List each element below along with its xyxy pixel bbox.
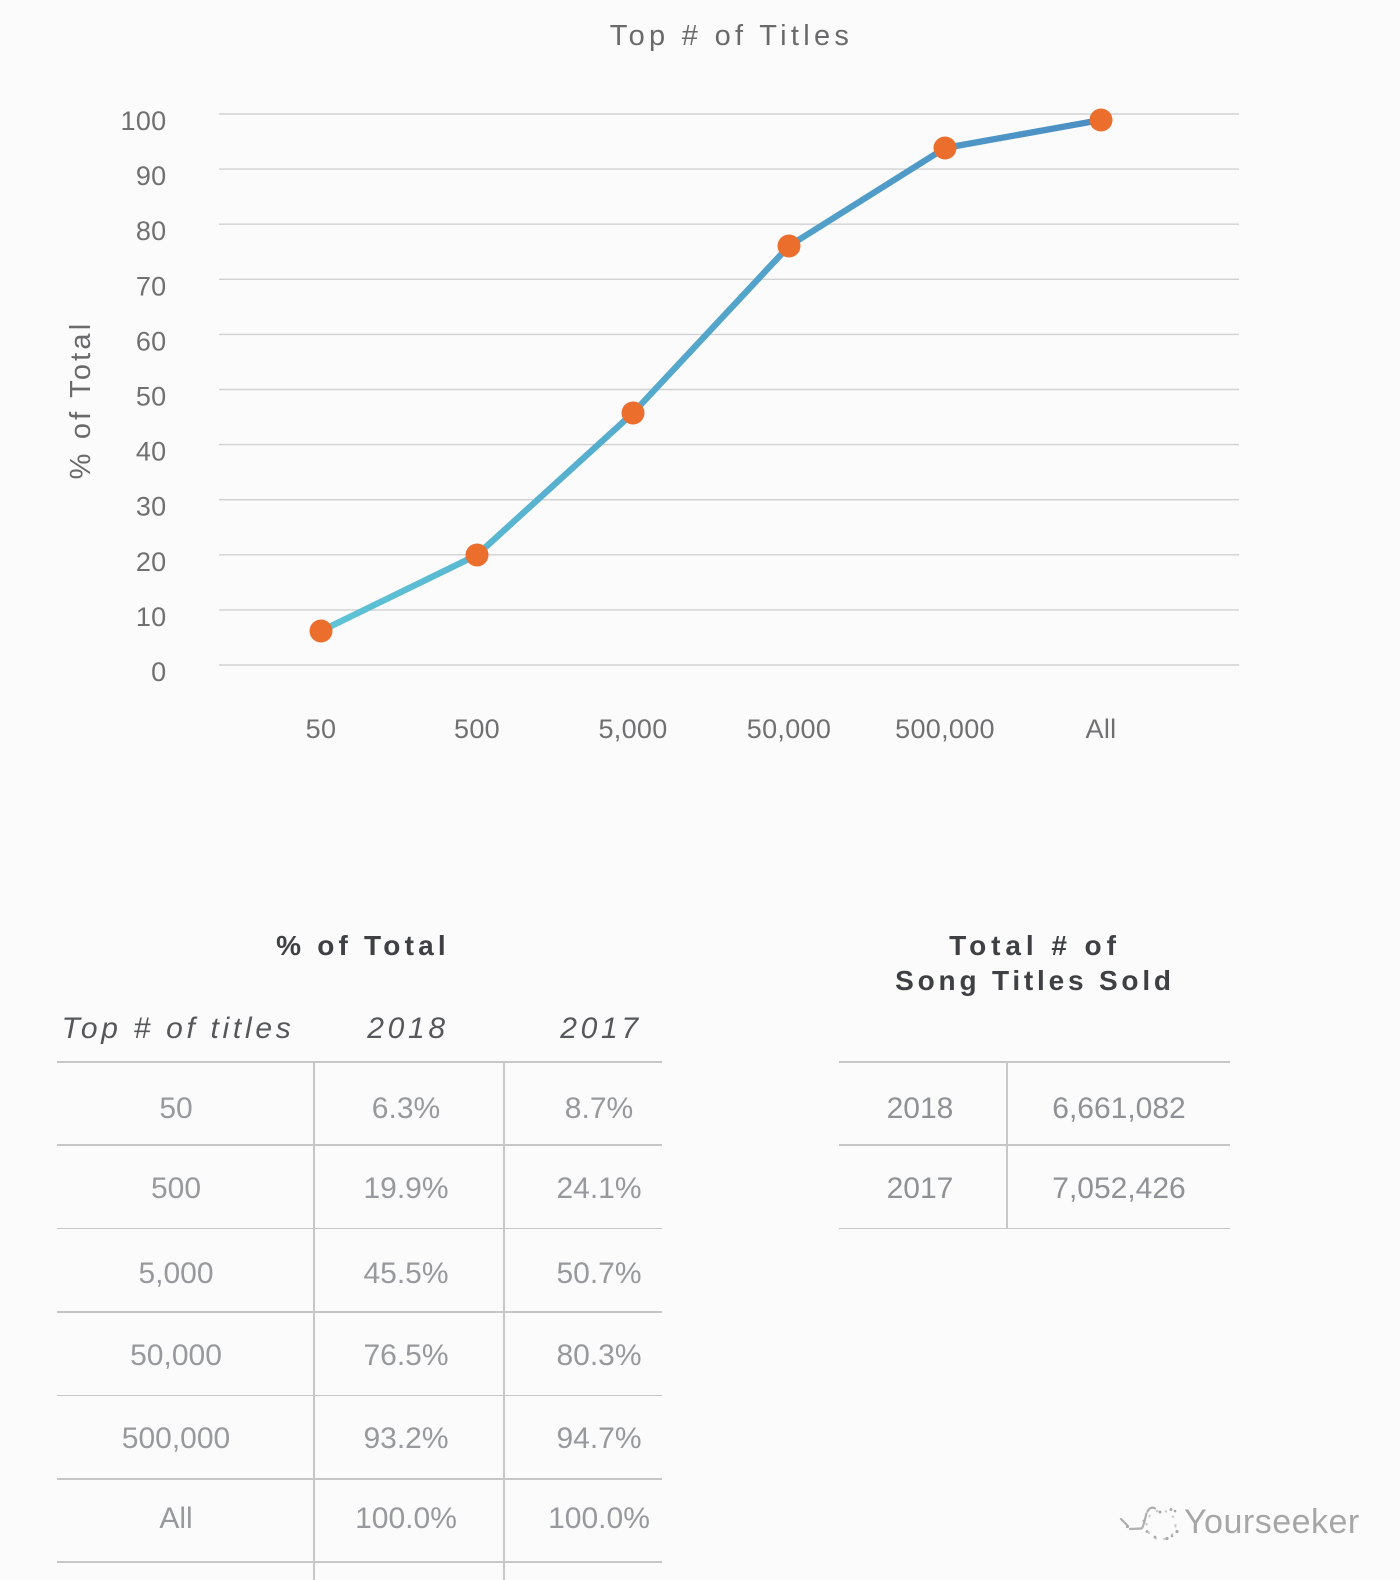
svg-text:All: All (1086, 714, 1117, 744)
svg-text:30: 30 (136, 492, 167, 522)
svg-text:20: 20 (136, 547, 167, 577)
svg-text:Top # of Titles: Top # of Titles (610, 20, 853, 52)
svg-text:40: 40 (136, 437, 167, 467)
svg-text:50: 50 (306, 714, 337, 744)
svg-text:5,000: 5,000 (598, 714, 667, 744)
svg-text:90: 90 (136, 161, 167, 191)
svg-text:60: 60 (136, 326, 167, 356)
svg-text:50: 50 (136, 382, 167, 412)
svg-text:0: 0 (151, 657, 166, 687)
svg-text:70: 70 (136, 271, 167, 301)
svg-text:80: 80 (136, 216, 167, 246)
svg-text:% of Total: % of Total (65, 321, 97, 480)
svg-text:500,000: 500,000 (895, 714, 995, 744)
svg-text:10: 10 (136, 602, 167, 632)
svg-text:50,000: 50,000 (747, 714, 831, 744)
svg-text:100: 100 (121, 106, 167, 136)
svg-text:500: 500 (454, 714, 500, 744)
